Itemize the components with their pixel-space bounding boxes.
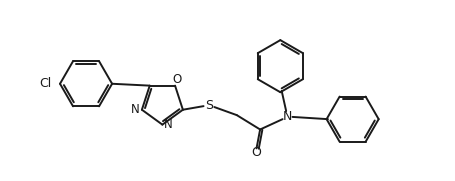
Text: S: S [205, 99, 213, 112]
Text: Cl: Cl [40, 77, 52, 90]
Text: N: N [131, 103, 140, 116]
Text: N: N [283, 110, 292, 123]
Text: O: O [252, 146, 262, 159]
Text: N: N [164, 118, 173, 131]
Text: O: O [172, 73, 182, 86]
